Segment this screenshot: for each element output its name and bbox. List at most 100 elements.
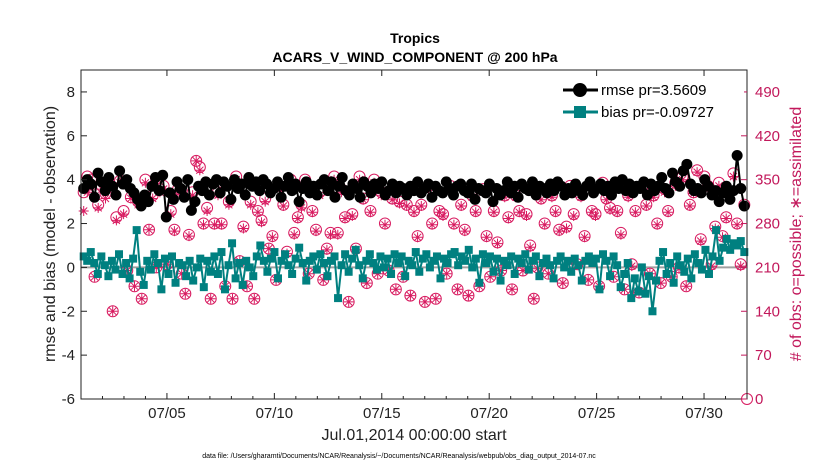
bias-point — [196, 254, 205, 263]
y-tick-label: 8 — [67, 84, 75, 101]
obs-assimilated-point — [655, 278, 666, 289]
bias-point — [411, 248, 420, 257]
footnote: data file: /Users/gharamti/Documents/NCA… — [202, 453, 596, 460]
obs-assimilated-point — [278, 201, 289, 211]
obs-possible-point — [462, 289, 475, 302]
y2-axis-label: # of obs: o=possible; ∗=assimilated — [788, 107, 805, 361]
obs-possible-point — [429, 292, 442, 305]
bias-point — [390, 250, 399, 259]
bias-point — [143, 256, 152, 265]
bias-point — [125, 274, 134, 283]
obs-assimilated-point — [361, 278, 372, 289]
rmse-point — [110, 189, 122, 201]
bias-point — [471, 254, 480, 263]
obs-assimilated-point — [485, 271, 496, 282]
obs-assimilated-point — [561, 223, 572, 234]
bias-point — [203, 256, 212, 265]
rmse-point — [189, 196, 201, 208]
obs-assimilated-point — [448, 219, 459, 230]
bias-point — [309, 252, 318, 261]
bias-point — [178, 261, 187, 270]
obs-assimilated-point — [641, 201, 652, 211]
bias-point — [189, 276, 198, 285]
bias-point — [160, 254, 169, 263]
obs-assimilated-point — [430, 293, 441, 304]
bias-point — [263, 267, 272, 276]
bias-point — [680, 267, 689, 276]
rmse-point — [142, 196, 154, 208]
obs-possible-point — [342, 295, 355, 308]
obs-possible-point — [190, 154, 203, 167]
bias-point — [655, 256, 664, 265]
rmse-point — [735, 182, 747, 194]
bias-point — [683, 254, 692, 263]
bias-point — [687, 274, 696, 283]
bias-point — [507, 252, 516, 261]
bias-point — [277, 256, 286, 265]
rmse-point — [354, 191, 366, 203]
bias-point — [104, 272, 113, 281]
bias-point — [228, 239, 237, 248]
bias-point — [581, 256, 590, 265]
bias-point — [722, 234, 731, 243]
obs-assimilated-point — [340, 213, 350, 224]
bias-point — [351, 245, 360, 254]
bias-point — [213, 269, 222, 278]
bias-point — [238, 280, 247, 289]
obs-possible-point — [106, 305, 119, 318]
bias-point — [478, 250, 487, 259]
obs-possible-point — [506, 283, 519, 296]
obs-assimilated-point — [507, 284, 517, 295]
legend-rmse-label: rmse pr=3.5609 — [601, 82, 706, 99]
rmse-point — [469, 193, 481, 205]
obs-assimilated-point — [187, 190, 198, 201]
bias-point — [719, 243, 728, 252]
rmse-point — [577, 189, 589, 201]
bias-point — [157, 285, 166, 294]
bias-point — [726, 245, 735, 254]
y-tick-label: 0 — [67, 259, 75, 276]
rmse-point — [667, 167, 679, 179]
bias-point — [235, 259, 244, 268]
obs-assimilated-point — [118, 209, 129, 220]
bias-point — [528, 256, 537, 265]
obs-assimilated-point — [735, 261, 746, 272]
bias-point — [330, 252, 339, 261]
y2-tick-label: 0 — [755, 391, 763, 408]
rmse-point — [731, 150, 743, 162]
obs-assimilated-point — [129, 281, 140, 292]
rmse-point — [426, 191, 438, 203]
obs-assimilated-point — [202, 206, 213, 216]
obs-possible-point — [226, 292, 239, 305]
rmse-point — [663, 187, 675, 199]
obs-assimilated-point — [209, 219, 220, 230]
obs-assimilated-point — [583, 274, 594, 285]
bias-point — [284, 261, 293, 270]
obs-assimilated-point — [263, 243, 274, 254]
rmse-point — [153, 185, 165, 197]
bias-point — [344, 267, 353, 276]
rmse-point — [293, 196, 305, 208]
obs-assimilated-point — [205, 293, 216, 304]
obs-assimilated-point — [325, 229, 336, 240]
bias-point — [553, 256, 562, 265]
bias-point — [708, 252, 717, 261]
bias-point — [270, 248, 279, 257]
rmse-point — [236, 178, 248, 190]
rmse-point — [254, 185, 266, 197]
obs-possible-point — [248, 292, 261, 305]
bias-point — [83, 256, 92, 265]
obs-possible-point — [556, 277, 569, 290]
chart-subtitle: ACARS_V_WIND_COMPONENT @ 200 hPa — [272, 49, 557, 65]
bias-point — [220, 285, 229, 294]
obs-possible-point — [143, 223, 156, 236]
bias-point — [648, 307, 657, 316]
bias-point — [630, 274, 639, 283]
bias-point — [93, 269, 102, 278]
bias-point — [538, 259, 547, 268]
y2-tick-label: 210 — [755, 259, 780, 276]
obs-assimilated-point — [579, 232, 590, 243]
obs-assimilated-point — [539, 219, 550, 230]
obs-assimilated-point — [434, 207, 445, 218]
bias-point — [694, 259, 703, 268]
